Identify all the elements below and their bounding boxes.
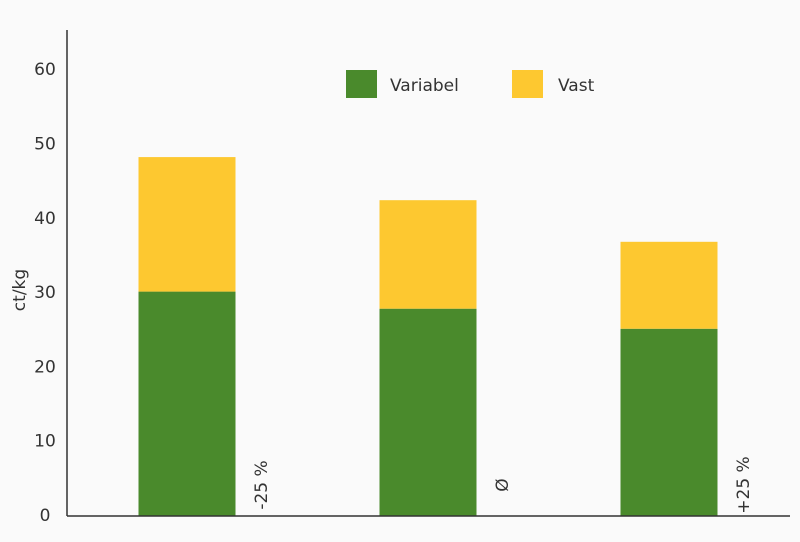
legend-swatch bbox=[512, 70, 543, 98]
bar-segment bbox=[138, 157, 236, 292]
bar-segment bbox=[379, 200, 477, 309]
x-tick-label: Ø bbox=[493, 478, 513, 491]
x-tick-label: +25 % bbox=[734, 456, 754, 513]
y-tick-label: 30 bbox=[34, 283, 56, 303]
y-tick-label: 50 bbox=[34, 134, 56, 154]
bar-segment bbox=[138, 291, 236, 516]
bar-segment bbox=[620, 328, 718, 516]
legend-swatch bbox=[346, 70, 377, 98]
y-tick-label: 10 bbox=[34, 432, 56, 452]
bar-segment bbox=[379, 308, 477, 516]
y-tick-label: 20 bbox=[34, 357, 56, 377]
legend-label: Variabel bbox=[390, 76, 459, 96]
x-tick-label: -25 % bbox=[252, 460, 272, 509]
y-tick-label: 40 bbox=[34, 209, 56, 229]
bar-segment bbox=[620, 241, 718, 329]
y-tick-label: 60 bbox=[34, 60, 56, 80]
y-tick-label: 0 bbox=[40, 506, 51, 526]
legend-label: Vast bbox=[558, 76, 595, 96]
y-axis-title: ct/kg bbox=[10, 269, 30, 311]
